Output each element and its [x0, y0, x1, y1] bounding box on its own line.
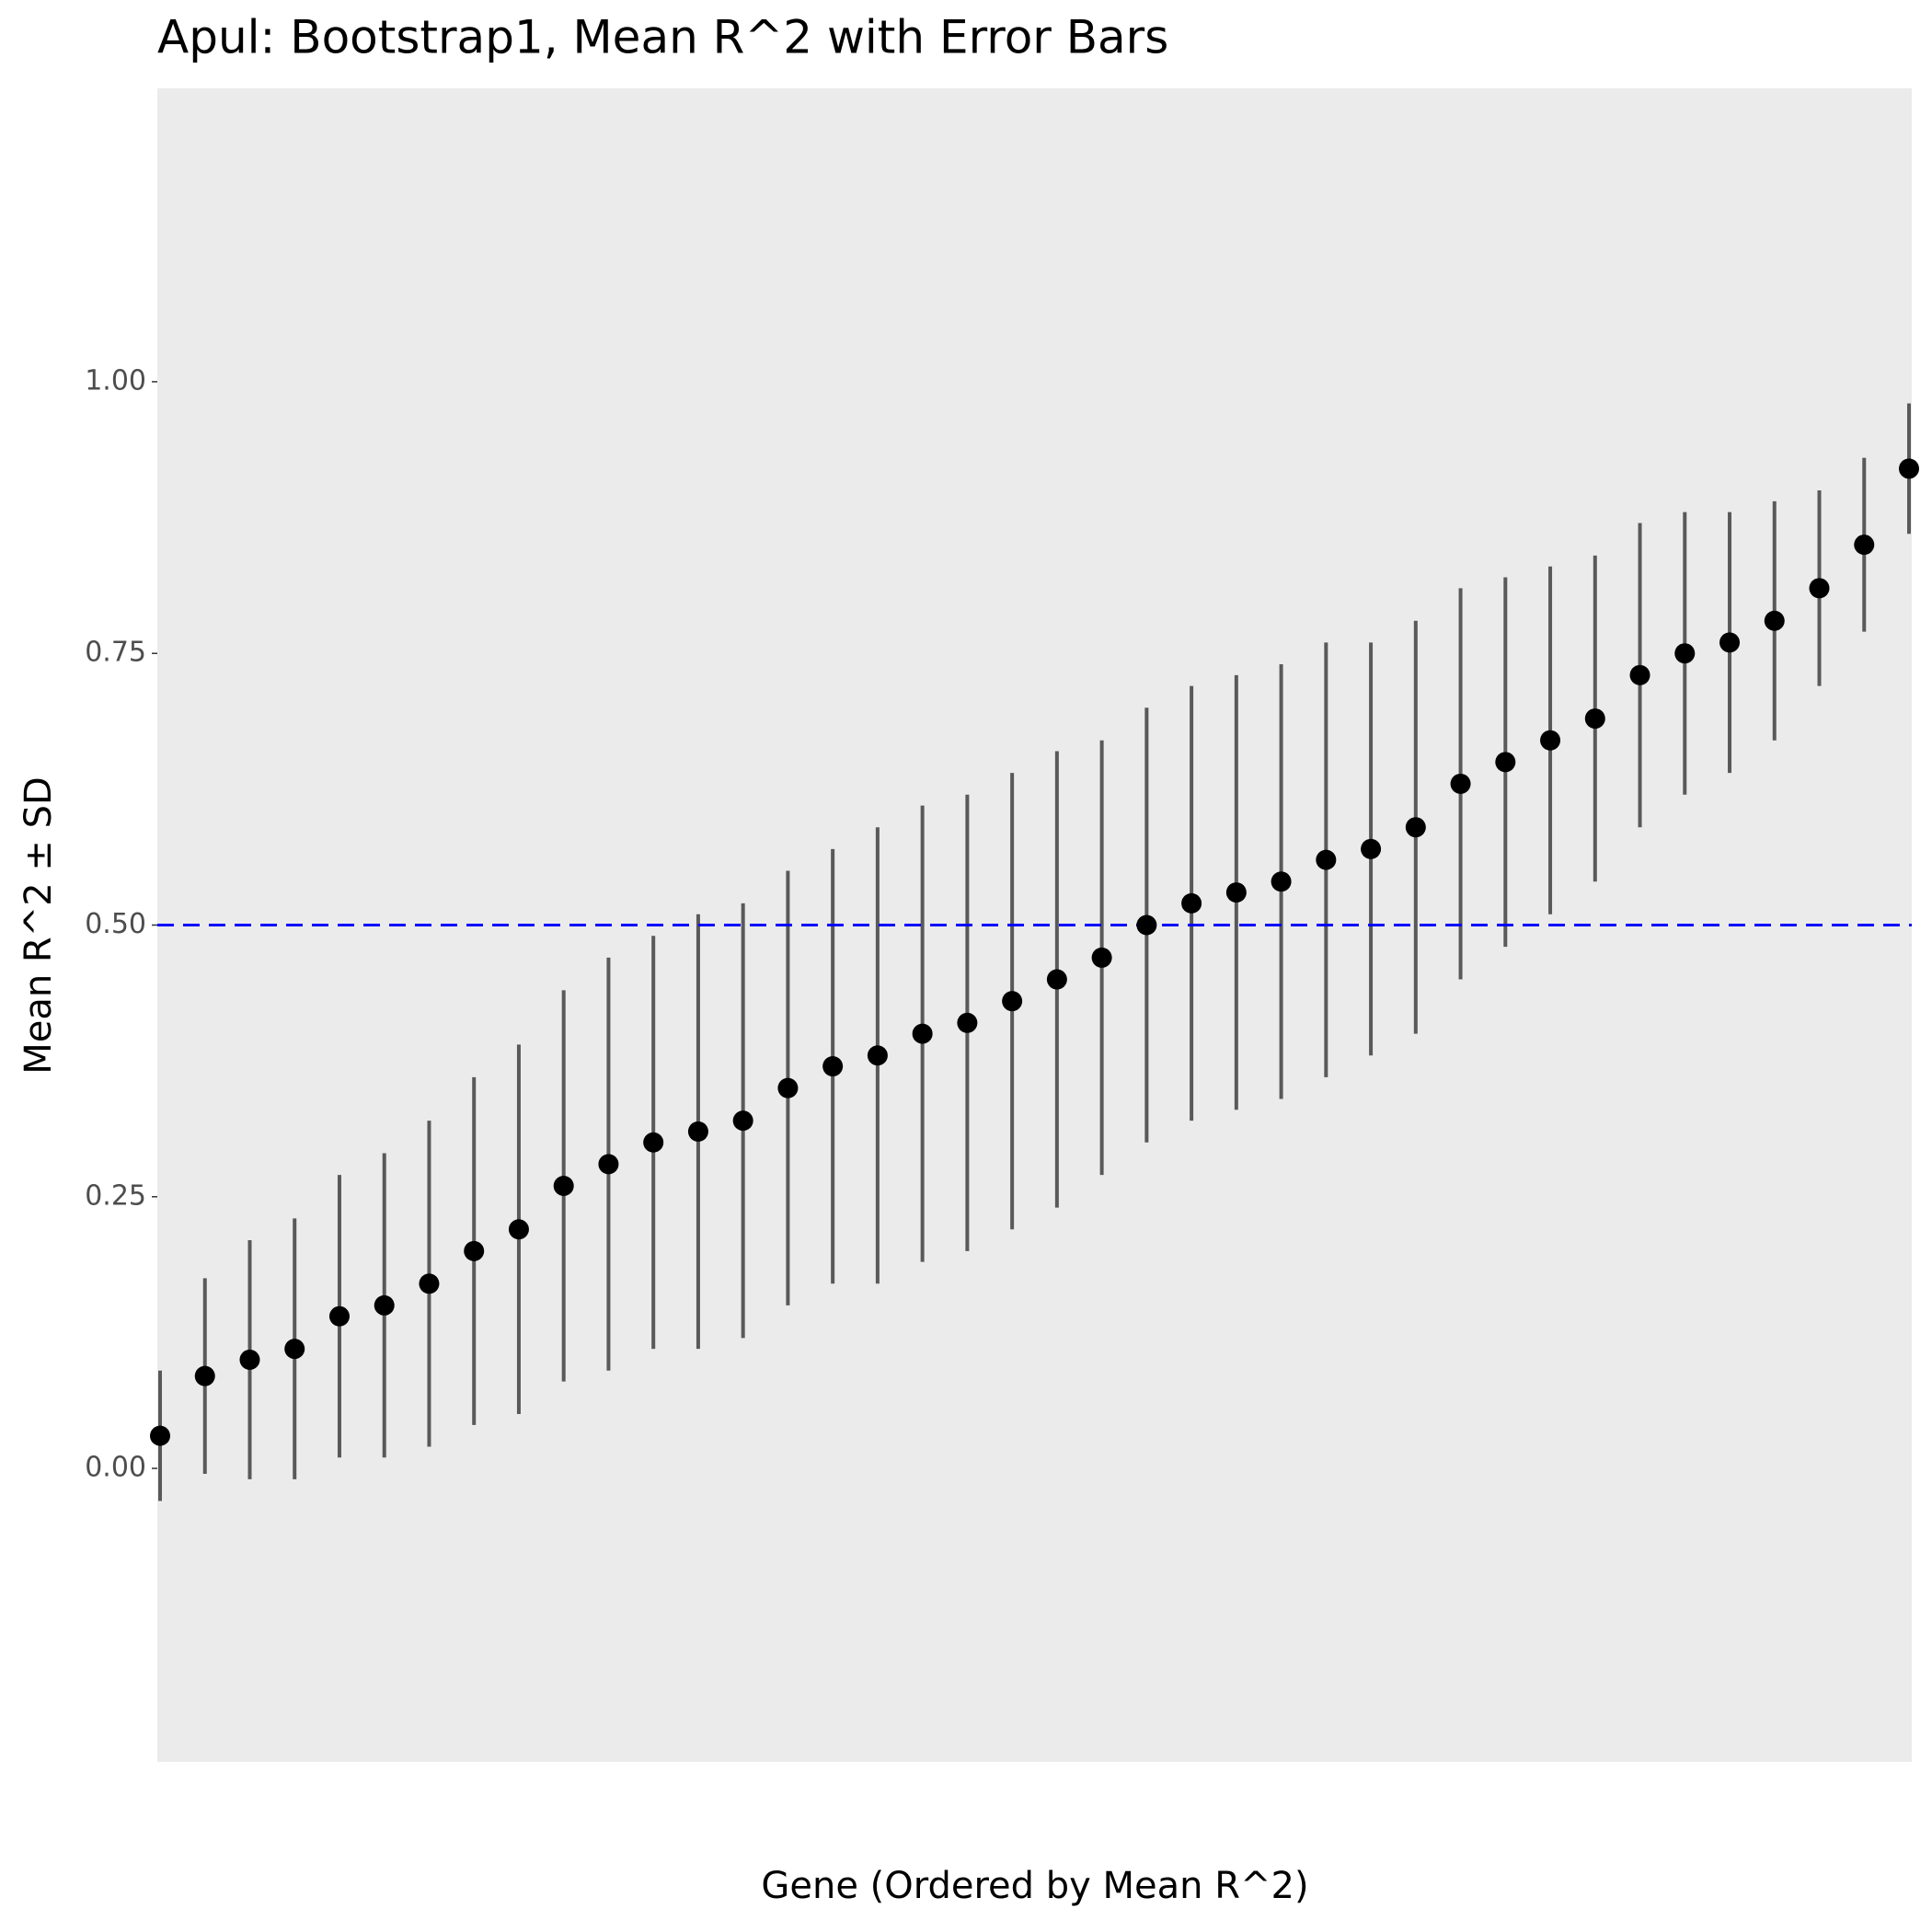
point [732, 1110, 753, 1132]
point [643, 1132, 664, 1153]
point [1629, 664, 1650, 685]
y-tick-label: 0.50 [85, 908, 146, 940]
point [508, 1219, 529, 1240]
y-tick-label: 0.25 [85, 1179, 146, 1212]
point [374, 1294, 395, 1316]
point [1764, 610, 1785, 631]
point [598, 1154, 619, 1175]
point [867, 1045, 888, 1066]
point [1719, 632, 1741, 653]
point [284, 1339, 305, 1360]
point [1091, 947, 1112, 968]
point [1540, 730, 1561, 751]
point [194, 1365, 215, 1386]
point [1495, 752, 1516, 773]
point [1899, 458, 1919, 479]
point [912, 1023, 933, 1044]
x-axis-label: Gene (Ordered by Mean R^2) [761, 1865, 1308, 1907]
point [1181, 892, 1202, 914]
point [1271, 871, 1292, 892]
point [1225, 882, 1247, 903]
point [1316, 849, 1337, 870]
point [1046, 969, 1067, 990]
point [777, 1077, 799, 1098]
point [1361, 838, 1382, 859]
point [1136, 914, 1157, 936]
point [1405, 817, 1426, 838]
y-tick-label: 1.00 [85, 364, 146, 397]
point [150, 1425, 170, 1446]
y-tick-label: 0.75 [85, 637, 146, 669]
point [553, 1175, 574, 1196]
point [1854, 535, 1875, 556]
point [1450, 773, 1471, 794]
y-axis-label: Mean R^2 ± SD [17, 776, 60, 1075]
point [1002, 991, 1023, 1012]
y-tick-label: 0.00 [85, 1452, 146, 1484]
point [687, 1121, 708, 1142]
point [822, 1056, 844, 1077]
point [464, 1240, 485, 1261]
point [1809, 578, 1830, 599]
point [239, 1349, 260, 1370]
point [957, 1012, 978, 1033]
point [328, 1305, 350, 1327]
point [419, 1273, 440, 1294]
chart-title: Apul: Bootstrap1, Mean R^2 with Error Ba… [157, 11, 1168, 64]
point [1674, 643, 1696, 664]
point [1584, 708, 1605, 730]
